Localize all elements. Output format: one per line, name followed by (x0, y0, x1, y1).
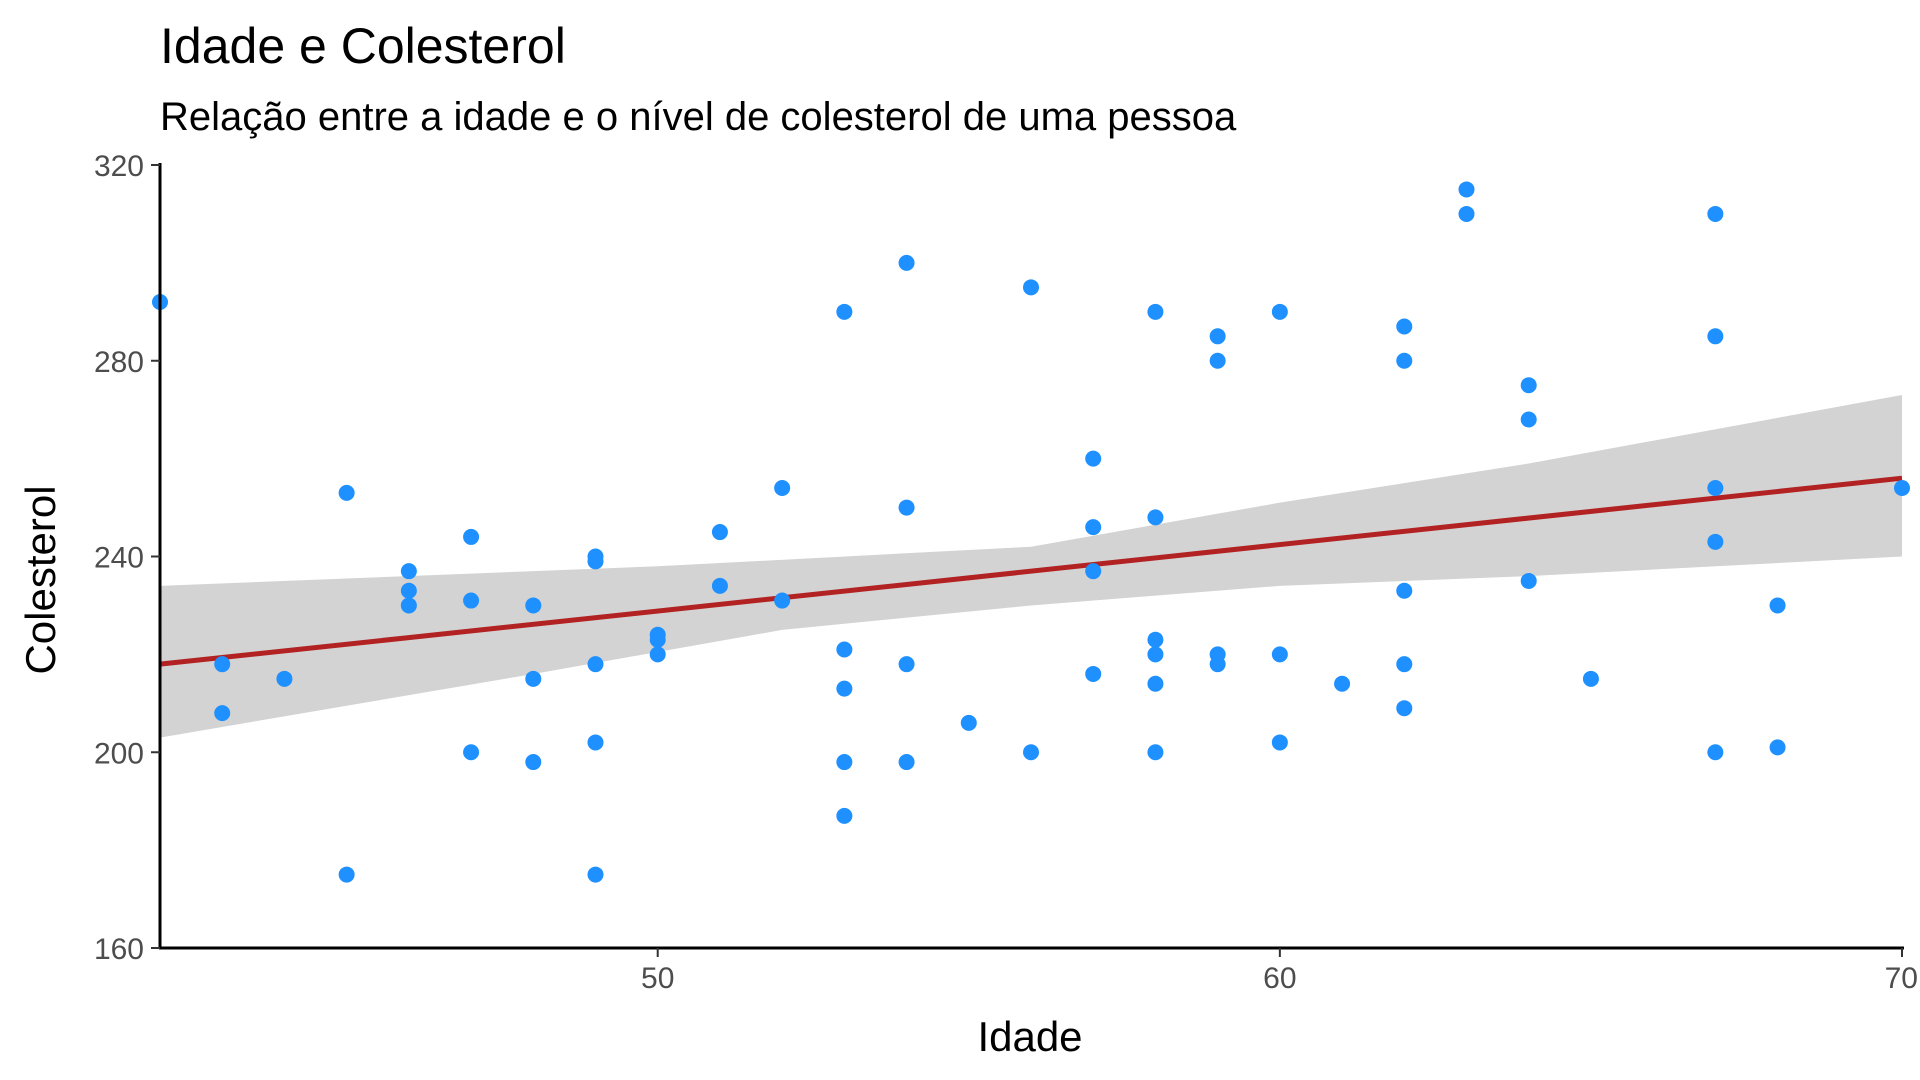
data-point-12 (525, 597, 542, 614)
data-points-layer (152, 181, 1910, 883)
data-point-46 (1147, 646, 1164, 663)
data-point-33 (898, 499, 915, 516)
data-point-1 (214, 656, 231, 673)
trend-line (159, 475, 1903, 667)
data-point-14 (525, 754, 542, 771)
data-point-50 (1209, 352, 1226, 369)
data-point-65 (1520, 411, 1537, 428)
data-point-32 (898, 254, 915, 271)
data-point-19 (587, 866, 604, 883)
data-point-58 (1396, 352, 1413, 369)
data-point-13 (525, 670, 542, 687)
chart-title: Idade e Colesterol (160, 18, 566, 74)
data-point-28 (836, 641, 853, 658)
data-point-25 (774, 479, 791, 496)
data-point-71 (1707, 533, 1724, 550)
data-point-49 (1209, 328, 1226, 345)
x-axis-title: Idade (977, 1013, 1082, 1060)
data-point-36 (960, 714, 977, 731)
y-tick-label-200: 200 (94, 737, 144, 770)
data-point-34 (898, 656, 915, 673)
data-point-2 (214, 705, 231, 722)
data-point-69 (1707, 328, 1724, 345)
data-point-60 (1396, 656, 1413, 673)
data-point-30 (836, 754, 853, 771)
data-point-11 (463, 744, 480, 761)
data-point-68 (1707, 205, 1724, 222)
data-point-21 (649, 631, 666, 648)
data-point-37 (1023, 279, 1039, 296)
data-point-57 (1396, 318, 1413, 335)
data-point-5 (338, 866, 355, 883)
y-tick-label-280: 280 (94, 346, 144, 379)
data-point-47 (1147, 675, 1164, 692)
data-point-52 (1209, 656, 1226, 673)
data-point-63 (1458, 205, 1475, 222)
data-point-26 (774, 592, 791, 609)
data-point-22 (649, 646, 666, 663)
data-point-27 (836, 303, 853, 320)
data-point-54 (1271, 646, 1288, 663)
data-point-74 (1769, 739, 1786, 756)
data-point-16 (587, 553, 604, 570)
data-point-17 (587, 656, 604, 673)
data-point-70 (1707, 479, 1724, 496)
data-point-64 (1520, 377, 1537, 394)
data-point-40 (1085, 519, 1102, 536)
data-point-55 (1271, 734, 1288, 751)
data-point-75 (1894, 479, 1910, 496)
data-point-56 (1334, 675, 1351, 692)
trend-line-layer (159, 475, 1903, 667)
x-tick-label-60: 60 (1263, 962, 1296, 995)
confidence-band-layer (160, 395, 1902, 738)
data-point-23 (711, 524, 728, 541)
data-point-38 (1023, 744, 1039, 761)
data-point-61 (1396, 700, 1413, 717)
y-tick-label-320: 320 (94, 150, 144, 183)
data-point-41 (1085, 563, 1102, 580)
data-point-3 (276, 670, 293, 687)
data-point-24 (711, 577, 728, 594)
x-tick-label-70: 70 (1885, 962, 1918, 995)
y-axis-title: Colesterol (17, 485, 64, 674)
data-point-43 (1147, 303, 1164, 320)
data-point-29 (836, 680, 853, 697)
data-point-67 (1582, 670, 1599, 687)
data-point-4 (338, 484, 355, 501)
data-point-18 (587, 734, 604, 751)
data-point-6 (400, 563, 417, 580)
data-point-35 (898, 754, 915, 771)
confidence-band (160, 395, 1902, 738)
data-point-8 (400, 597, 417, 614)
data-point-59 (1396, 582, 1413, 599)
data-point-31 (836, 807, 853, 824)
axes-layer: 160 200 240 280 320 50 60 70 (94, 150, 1918, 995)
data-point-42 (1085, 665, 1102, 682)
data-point-53 (1271, 303, 1288, 320)
x-tick-label-50: 50 (641, 962, 674, 995)
data-point-73 (1769, 597, 1786, 614)
y-tick-label-160: 160 (94, 933, 144, 966)
data-point-72 (1707, 744, 1724, 761)
data-point-44 (1147, 509, 1164, 526)
data-point-7 (400, 582, 417, 599)
data-point-48 (1147, 744, 1164, 761)
data-point-39 (1085, 450, 1102, 467)
y-tick-label-240: 240 (94, 542, 144, 575)
chart-subtitle: Relação entre a idade e o nível de coles… (160, 95, 1237, 139)
data-point-66 (1520, 572, 1537, 589)
data-point-9 (463, 528, 480, 545)
data-point-45 (1147, 631, 1164, 648)
data-point-10 (463, 592, 480, 609)
data-point-62 (1458, 181, 1475, 198)
